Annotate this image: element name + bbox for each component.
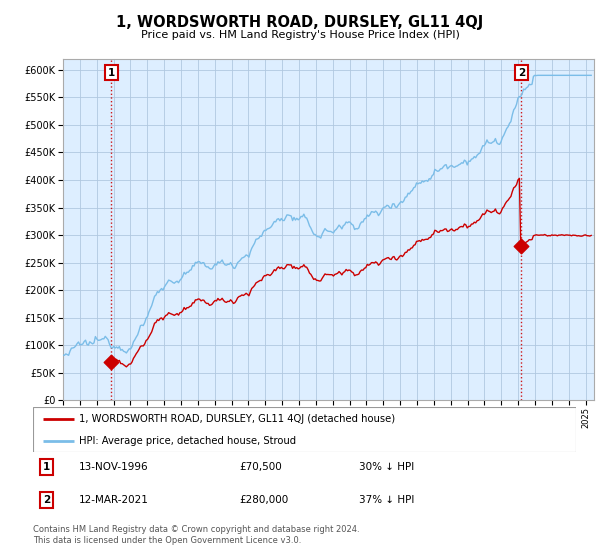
Point — [517, 242, 526, 251]
Point — [107, 357, 116, 366]
Text: Contains HM Land Registry data © Crown copyright and database right 2024.
This d: Contains HM Land Registry data © Crown c… — [33, 525, 359, 545]
Text: 1: 1 — [108, 68, 115, 78]
Text: 1, WORDSWORTH ROAD, DURSLEY, GL11 4QJ: 1, WORDSWORTH ROAD, DURSLEY, GL11 4QJ — [116, 15, 484, 30]
Text: 37% ↓ HPI: 37% ↓ HPI — [359, 495, 414, 505]
Text: 2: 2 — [43, 495, 50, 505]
Text: 1: 1 — [43, 462, 50, 472]
Text: Price paid vs. HM Land Registry's House Price Index (HPI): Price paid vs. HM Land Registry's House … — [140, 30, 460, 40]
FancyBboxPatch shape — [33, 407, 576, 452]
Text: 2: 2 — [518, 68, 525, 78]
Text: 1, WORDSWORTH ROAD, DURSLEY, GL11 4QJ (detached house): 1, WORDSWORTH ROAD, DURSLEY, GL11 4QJ (d… — [79, 414, 395, 424]
Text: 30% ↓ HPI: 30% ↓ HPI — [359, 462, 414, 472]
Text: 13-NOV-1996: 13-NOV-1996 — [79, 462, 149, 472]
Text: £70,500: £70,500 — [239, 462, 282, 472]
Text: 12-MAR-2021: 12-MAR-2021 — [79, 495, 149, 505]
Text: HPI: Average price, detached house, Stroud: HPI: Average price, detached house, Stro… — [79, 436, 296, 446]
Text: £280,000: £280,000 — [239, 495, 289, 505]
